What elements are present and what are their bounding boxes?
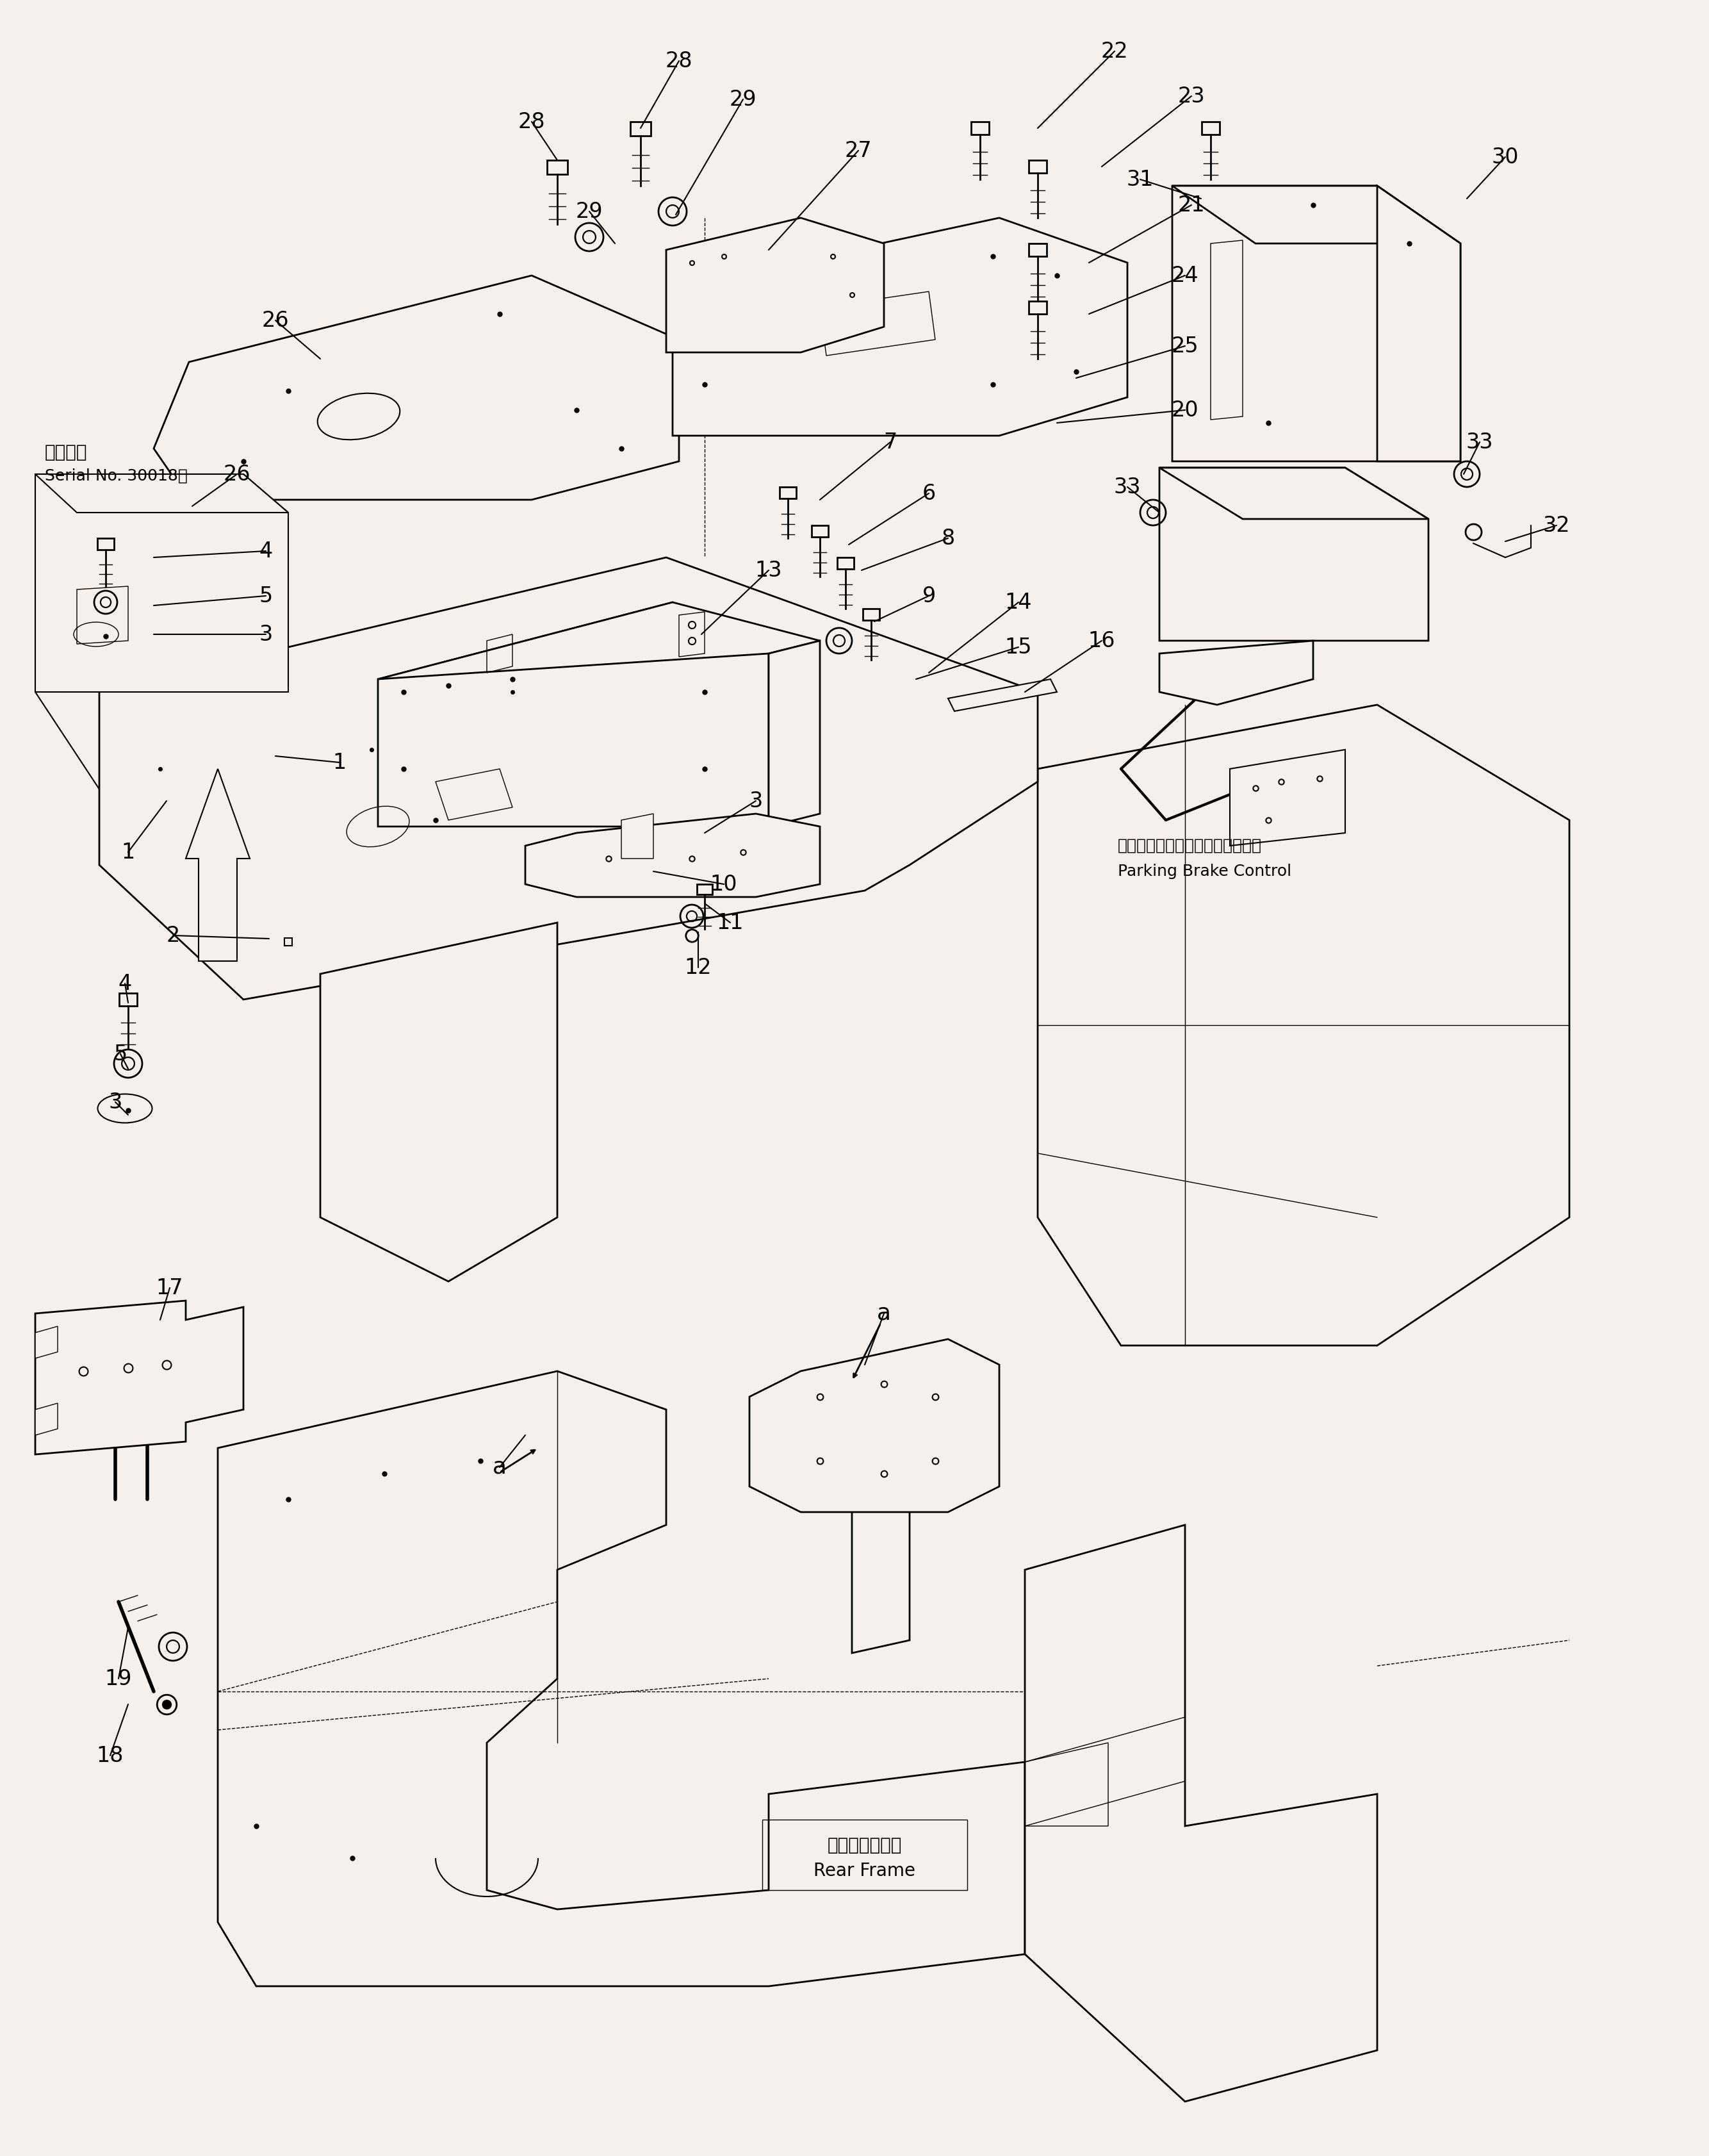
Text: 適用号機: 適用号機	[44, 444, 87, 461]
Text: 10: 10	[711, 873, 738, 895]
Text: 4: 4	[260, 541, 273, 561]
Text: 26: 26	[261, 310, 289, 330]
Text: 27: 27	[844, 140, 872, 162]
Text: 18: 18	[97, 1744, 123, 1766]
Polygon shape	[1025, 1524, 1377, 2102]
Text: 33: 33	[1114, 476, 1142, 498]
Text: 26: 26	[224, 464, 251, 485]
Polygon shape	[154, 276, 678, 500]
Polygon shape	[1201, 121, 1220, 134]
Text: 13: 13	[755, 561, 783, 580]
Polygon shape	[1230, 750, 1345, 845]
Polygon shape	[36, 474, 289, 513]
Polygon shape	[186, 770, 250, 962]
Polygon shape	[837, 558, 854, 569]
Polygon shape	[1029, 244, 1046, 257]
Polygon shape	[217, 1371, 1025, 1986]
Polygon shape	[320, 923, 557, 1281]
Polygon shape	[853, 1498, 909, 1654]
Polygon shape	[77, 586, 128, 645]
Polygon shape	[97, 539, 115, 550]
Polygon shape	[1029, 160, 1046, 172]
Polygon shape	[667, 218, 884, 351]
Polygon shape	[1029, 302, 1046, 315]
Text: a: a	[492, 1455, 506, 1479]
Text: 21: 21	[1178, 194, 1205, 216]
Text: 24: 24	[1171, 265, 1198, 287]
Text: 3: 3	[108, 1091, 121, 1112]
Polygon shape	[525, 813, 820, 897]
Polygon shape	[750, 1339, 1000, 1511]
Text: 9: 9	[921, 584, 935, 606]
Text: 5: 5	[113, 1044, 126, 1065]
Text: 1: 1	[333, 752, 347, 774]
Text: Parking Brake Control: Parking Brake Control	[1118, 865, 1292, 880]
Text: 7: 7	[884, 431, 897, 453]
Text: 16: 16	[1089, 630, 1116, 651]
Polygon shape	[622, 813, 653, 858]
Polygon shape	[1377, 185, 1461, 461]
Polygon shape	[673, 218, 1128, 436]
Polygon shape	[378, 602, 820, 679]
Polygon shape	[547, 160, 567, 175]
Text: a: a	[877, 1302, 890, 1324]
Text: 22: 22	[1101, 41, 1128, 63]
Text: 14: 14	[1005, 591, 1032, 612]
Polygon shape	[378, 602, 769, 826]
Text: 19: 19	[104, 1669, 132, 1690]
Polygon shape	[863, 608, 880, 621]
Polygon shape	[99, 558, 1037, 1000]
Text: Rear Frame: Rear Frame	[813, 1863, 916, 1880]
Text: リヤーフレーム: リヤーフレーム	[827, 1837, 902, 1854]
Text: 12: 12	[685, 957, 713, 979]
Text: 17: 17	[156, 1276, 183, 1298]
Polygon shape	[697, 884, 713, 895]
Polygon shape	[36, 1404, 58, 1436]
Text: 15: 15	[1005, 636, 1032, 658]
Polygon shape	[1037, 705, 1569, 1345]
Polygon shape	[1159, 468, 1429, 640]
Text: 4: 4	[118, 972, 132, 994]
Polygon shape	[631, 121, 651, 136]
Polygon shape	[1159, 640, 1313, 705]
Polygon shape	[812, 526, 829, 537]
Polygon shape	[971, 121, 990, 134]
Text: 28: 28	[518, 112, 545, 132]
Polygon shape	[120, 994, 137, 1007]
Text: 28: 28	[665, 50, 692, 71]
Polygon shape	[1172, 185, 1461, 244]
Text: 29: 29	[730, 88, 757, 110]
Text: 23: 23	[1178, 86, 1205, 106]
Polygon shape	[36, 1300, 243, 1455]
Polygon shape	[1159, 468, 1429, 520]
Polygon shape	[948, 679, 1056, 711]
Text: 1: 1	[121, 841, 135, 862]
Text: 30: 30	[1492, 147, 1519, 168]
Polygon shape	[678, 612, 704, 658]
Text: 3: 3	[260, 623, 273, 645]
Text: 6: 6	[921, 483, 935, 505]
Polygon shape	[769, 640, 820, 826]
Text: 5: 5	[260, 584, 273, 606]
Text: 8: 8	[942, 528, 955, 550]
Text: 25: 25	[1171, 336, 1198, 356]
Text: 29: 29	[576, 201, 603, 222]
Polygon shape	[36, 1326, 58, 1358]
Polygon shape	[1172, 185, 1461, 461]
Text: 3: 3	[749, 791, 762, 811]
Text: パーキングブレーキコントロール: パーキングブレーキコントロール	[1118, 839, 1261, 854]
Text: 31: 31	[1126, 168, 1154, 190]
Text: 33: 33	[1466, 431, 1494, 453]
Polygon shape	[779, 487, 796, 498]
Text: 32: 32	[1543, 515, 1571, 537]
Polygon shape	[36, 474, 289, 692]
Text: Serial No. 30018～: Serial No. 30018～	[44, 468, 188, 483]
Text: 11: 11	[716, 912, 743, 934]
Text: 20: 20	[1171, 399, 1198, 420]
Text: 2: 2	[166, 925, 179, 946]
